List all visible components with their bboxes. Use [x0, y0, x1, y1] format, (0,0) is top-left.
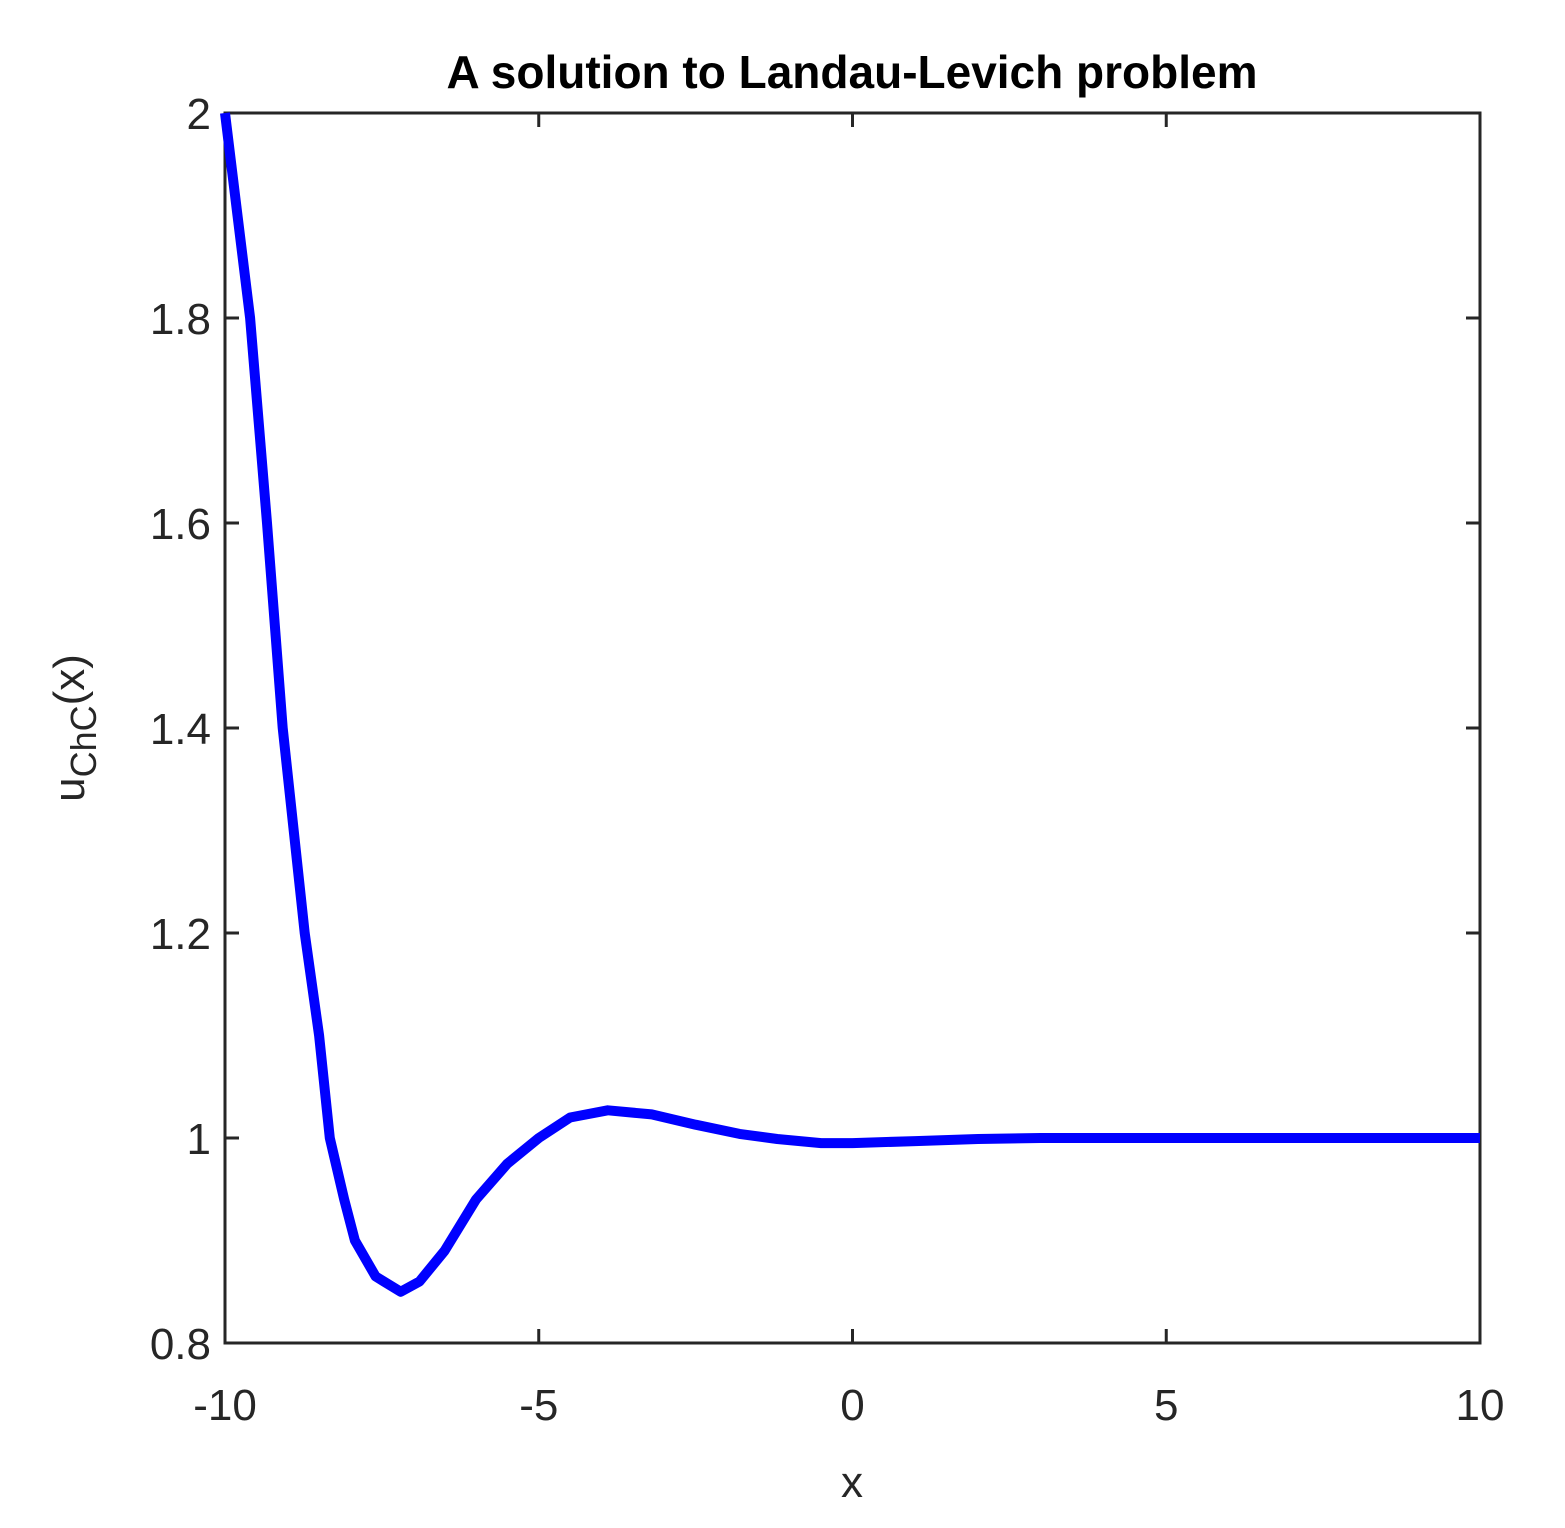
x-tick-label: -5 [519, 1381, 558, 1430]
y-tick-label: 1.2 [150, 910, 211, 959]
y-tick-label: 0.8 [150, 1320, 211, 1369]
data-line [220, 112, 1480, 1297]
x-tick-label: 10 [1456, 1381, 1505, 1430]
x-tick-label: 5 [1154, 1381, 1178, 1430]
chart-title: A solution to Landau-Levich problem [447, 46, 1258, 98]
x-axis-label: x [841, 1458, 863, 1507]
plot-frame [223, 111, 1482, 1345]
y-label-suffix: (x) [45, 654, 94, 705]
y-label-base: u [45, 777, 94, 801]
y-axis-label: uChC(x) [45, 654, 104, 802]
x-tick-label: 0 [840, 1381, 864, 1430]
y-tick-label: 2 [187, 90, 211, 139]
y-tick-label: 1.8 [150, 295, 211, 344]
x-tick-label: -10 [193, 1381, 257, 1430]
y-tick-label: 1 [187, 1115, 211, 1164]
y-tick-label: 1.4 [150, 705, 211, 754]
y-tick-label: 1.6 [150, 500, 211, 549]
y-label-subscript: ChC [63, 705, 104, 777]
